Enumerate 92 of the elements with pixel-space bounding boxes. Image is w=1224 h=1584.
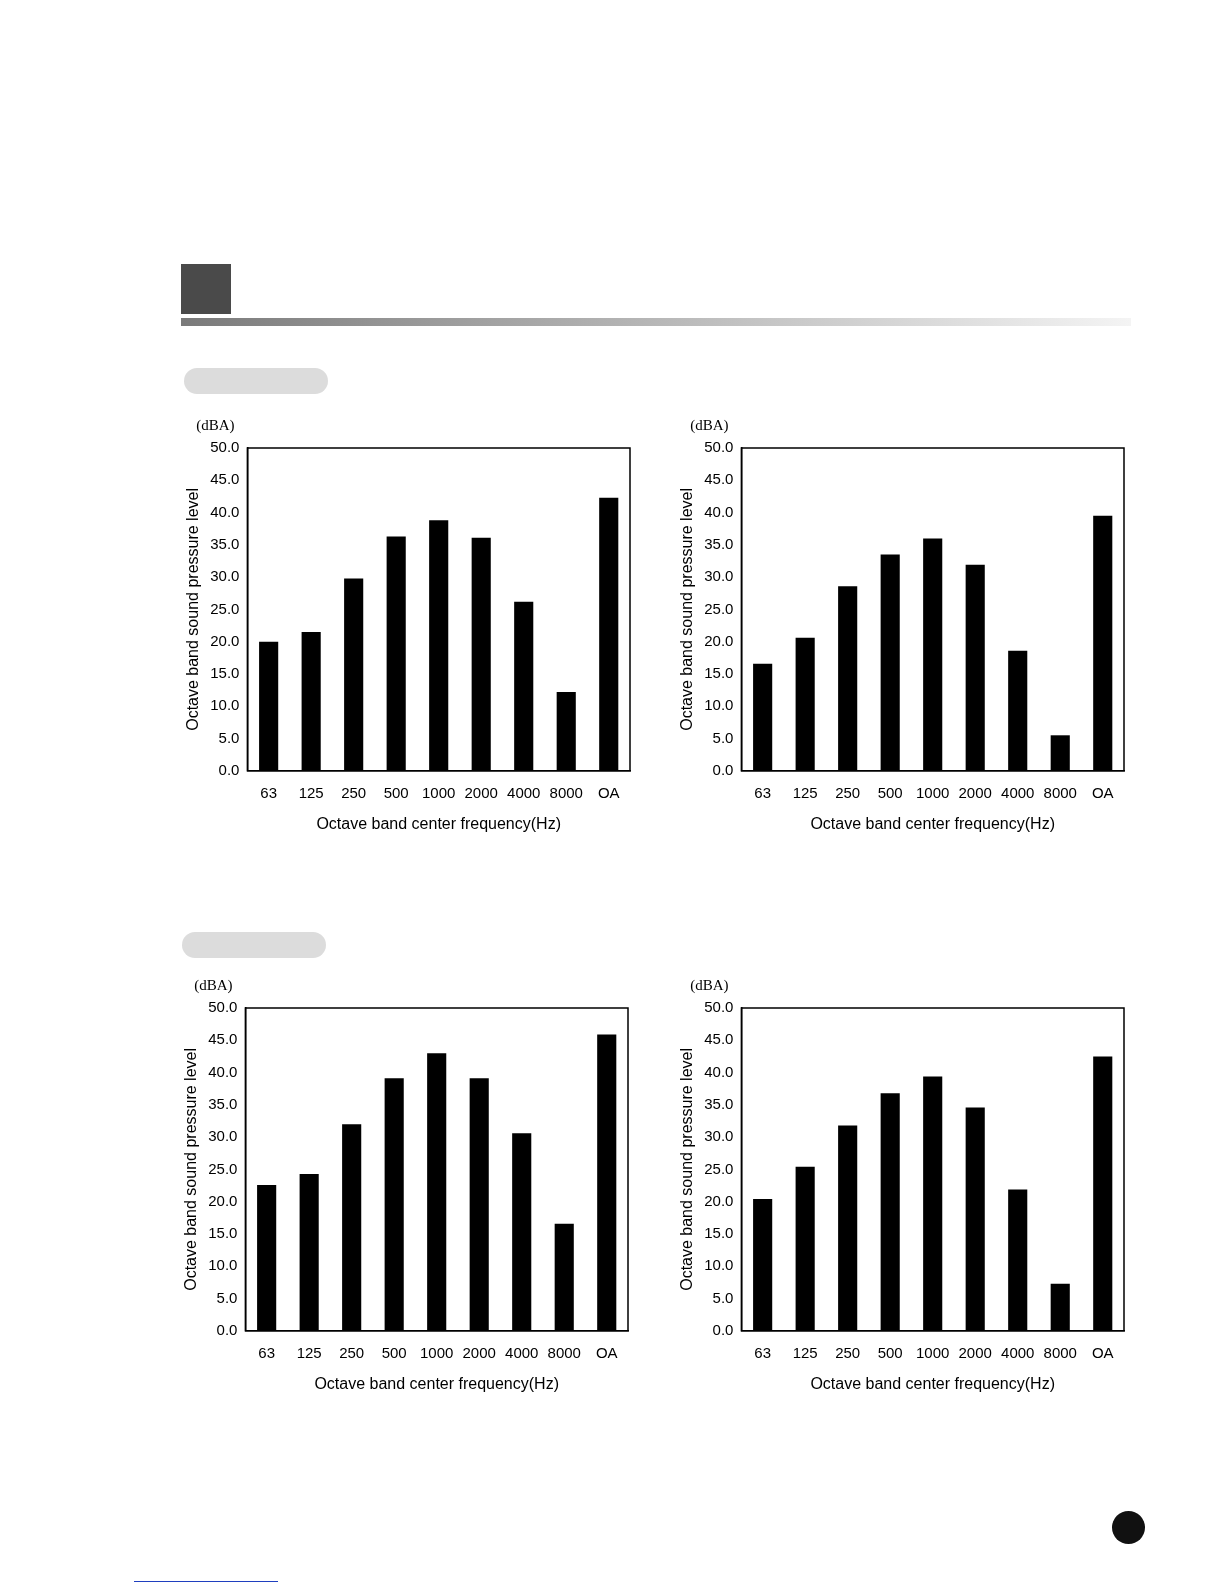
- y-tick-label: 20.0: [208, 1191, 238, 1209]
- y-tick-label: 40.0: [208, 1062, 238, 1080]
- y-tick-label: 0.0: [712, 1320, 734, 1338]
- y-tick-label: 40.0: [704, 502, 734, 520]
- y-tick-label: 0.0: [712, 760, 734, 778]
- x-tick-label: 63: [258, 1343, 275, 1361]
- y-axis-title: Octave band sound pressure level: [678, 1047, 696, 1291]
- y-tick-label: 10.0: [704, 696, 734, 714]
- x-tick-label: 8000: [547, 1343, 581, 1361]
- y-tick-label: 10.0: [208, 1256, 238, 1274]
- x-axis-title: Octave band center frequency(Hz): [314, 1374, 559, 1392]
- x-tick-label: 2000: [958, 783, 992, 801]
- x-tick-label: 500: [383, 783, 409, 801]
- x-tick-label: 250: [835, 783, 861, 801]
- y-tick-label: 20.0: [704, 631, 734, 649]
- y-axis-title: Octave band sound pressure level: [184, 487, 202, 731]
- y-tick-label: 50.0: [704, 438, 734, 456]
- y-tick-label: 40.0: [210, 502, 240, 520]
- y-tick-label: 35.0: [208, 1094, 238, 1112]
- y-tick-label: 20.0: [704, 1191, 734, 1209]
- text: (dBA): [196, 417, 235, 434]
- y-tick-label: 20.0: [210, 631, 240, 649]
- text: (dBA): [690, 417, 729, 434]
- x-tick-label: 8000: [1043, 1343, 1077, 1361]
- x-tick-label: 4000: [1001, 1343, 1035, 1361]
- y-tick-label: 45.0: [704, 1030, 734, 1048]
- y-tick-label: 50.0: [704, 998, 734, 1016]
- y-tick-label: 5.0: [712, 728, 734, 746]
- x-tick-label: 125: [792, 1343, 818, 1361]
- x-tick-label: 8000: [1043, 783, 1077, 801]
- x-axis-title: Octave band center frequency(Hz): [316, 814, 561, 832]
- x-tick-label: 500: [877, 1343, 903, 1361]
- y-tick-label: 35.0: [704, 1094, 734, 1112]
- x-tick-label: 125: [296, 1343, 322, 1361]
- x-tick-label: 250: [339, 1343, 365, 1361]
- x-tick-label: 4000: [1001, 783, 1035, 801]
- text: (dBA): [194, 977, 233, 994]
- y-tick-label: 15.0: [704, 1224, 734, 1242]
- x-tick-label: OA: [597, 783, 620, 801]
- x-tick-label: 63: [754, 783, 771, 801]
- x-tick-label: 4000: [507, 783, 541, 801]
- y-tick-label: 50.0: [210, 438, 240, 456]
- y-tick-label: 5.0: [218, 728, 240, 746]
- x-tick-label: 500: [877, 783, 903, 801]
- y-tick-label: 10.0: [704, 1256, 734, 1274]
- y-tick-label: 25.0: [208, 1159, 238, 1177]
- y-tick-label: 35.0: [210, 534, 240, 552]
- y-tick-label: 30.0: [704, 567, 734, 585]
- x-tick-label: OA: [1091, 1343, 1114, 1361]
- y-tick-label: 45.0: [208, 1030, 238, 1048]
- y-tick-label: 30.0: [210, 567, 240, 585]
- y-tick-label: 45.0: [210, 470, 240, 488]
- y-tick-label: 25.0: [704, 1159, 734, 1177]
- x-tick-label: 2000: [958, 1343, 992, 1361]
- y-tick-label: 0.0: [218, 760, 240, 778]
- y-tick-label: 5.0: [216, 1288, 238, 1306]
- x-tick-label: 63: [754, 1343, 771, 1361]
- x-tick-label: 250: [341, 783, 367, 801]
- y-tick-label: 40.0: [704, 1062, 734, 1080]
- y-axis-title: Octave band sound pressure level: [678, 487, 696, 731]
- y-tick-label: 35.0: [704, 534, 734, 552]
- y-axis-title: Octave band sound pressure level: [182, 1047, 200, 1291]
- y-tick-label: 15.0: [208, 1224, 238, 1242]
- y-tick-label: 5.0: [712, 1288, 734, 1306]
- y-tick-label: 30.0: [208, 1127, 238, 1145]
- y-tick-label: 10.0: [210, 696, 240, 714]
- x-tick-label: 1000: [916, 783, 950, 801]
- x-tick-label: 125: [298, 783, 324, 801]
- x-axis-title: Octave band center frequency(Hz): [810, 814, 1055, 832]
- x-tick-label: 2000: [462, 1343, 496, 1361]
- y-tick-label: 15.0: [704, 664, 734, 682]
- x-tick-label: 250: [835, 1343, 861, 1361]
- x-tick-label: OA: [1091, 783, 1114, 801]
- x-tick-label: 4000: [505, 1343, 539, 1361]
- y-tick-label: 50.0: [208, 998, 238, 1016]
- x-tick-label: 125: [792, 783, 818, 801]
- x-tick-label: 1000: [916, 1343, 950, 1361]
- y-tick-label: 25.0: [210, 599, 240, 617]
- x-tick-label: 63: [260, 783, 277, 801]
- x-tick-label: 2000: [464, 783, 498, 801]
- y-tick-label: 0.0: [216, 1320, 238, 1338]
- x-tick-label: 1000: [422, 783, 456, 801]
- text: (dBA): [690, 977, 729, 994]
- x-tick-label: OA: [595, 1343, 618, 1361]
- x-tick-label: 1000: [420, 1343, 454, 1361]
- y-tick-label: 45.0: [704, 470, 734, 488]
- y-tick-label: 25.0: [704, 599, 734, 617]
- x-tick-label: 500: [381, 1343, 407, 1361]
- x-tick-label: 8000: [549, 783, 583, 801]
- x-axis-title: Octave band center frequency(Hz): [810, 1374, 1055, 1392]
- y-tick-label: 15.0: [210, 664, 240, 682]
- y-tick-label: 30.0: [704, 1127, 734, 1145]
